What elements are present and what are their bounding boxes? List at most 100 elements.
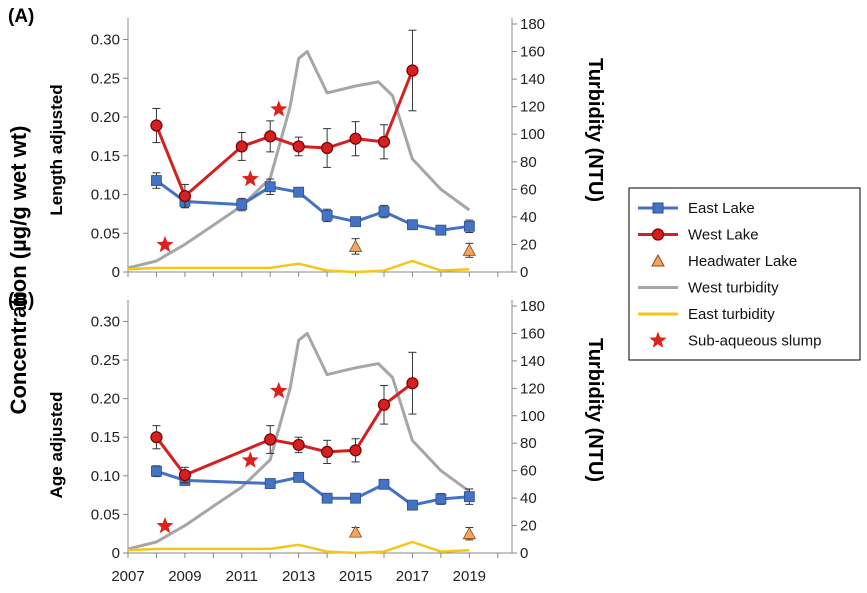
y2-tick-label: 80 <box>520 435 537 452</box>
east-lake-point <box>151 175 162 186</box>
y2-tick-label: 140 <box>520 71 545 88</box>
headwater-lake-point <box>348 525 363 538</box>
legend-label: East turbidity <box>688 306 775 323</box>
x-tick-label: 2009 <box>168 568 201 585</box>
slump-star <box>156 235 174 253</box>
x-tick-label: 2011 <box>226 568 258 585</box>
west-lake-point <box>377 398 391 411</box>
y-tick-label: 0.20 <box>91 391 120 408</box>
west-lake-point <box>235 140 248 153</box>
y-tick-label: 0 <box>112 264 120 281</box>
slump-star <box>241 451 259 468</box>
y-tick-label: 0.20 <box>91 109 120 126</box>
panel-b-y2-label: Turbidity (NTU) <box>584 338 606 482</box>
panel-b-label: (B) <box>8 290 34 311</box>
y2-tick-label: 180 <box>520 16 545 33</box>
west-lake-point <box>150 119 163 132</box>
y2-tick-label: 60 <box>520 181 537 198</box>
east-turbidity-line <box>127 259 470 274</box>
panel-a-label: (A) <box>8 6 34 27</box>
east-lake-point <box>350 492 361 504</box>
y2-tick-label: 0 <box>520 264 528 281</box>
headwater-lake-point <box>462 526 477 540</box>
legend-headwater-marker <box>651 253 665 267</box>
slump-star <box>270 100 288 117</box>
slump-star <box>241 170 259 187</box>
east-lake-point <box>435 493 447 505</box>
y-tick-label: 0.30 <box>91 32 120 49</box>
y-tick-label: 0.25 <box>91 352 120 369</box>
panel-a-y-label: Length adjusted <box>47 84 66 215</box>
y2-tick-label: 0 <box>520 545 528 562</box>
y2-tick-label: 160 <box>520 44 545 61</box>
east-lake-point <box>321 210 333 221</box>
west-lake-line <box>155 382 414 477</box>
y-tick-label: 0.25 <box>91 70 120 87</box>
y2-tick-label: 60 <box>520 463 537 480</box>
west-lake-line <box>155 69 414 199</box>
west-lake-point <box>321 141 334 155</box>
y2-tick-label: 180 <box>520 298 545 315</box>
y2-tick-label: 40 <box>520 490 537 507</box>
west-lake-point <box>349 444 362 457</box>
legend-label: West turbidity <box>688 280 779 297</box>
y2-tick-label: 120 <box>520 380 545 397</box>
west-lake-point <box>292 140 305 153</box>
x-tick-label: 2007 <box>111 568 144 585</box>
east-lake-point <box>463 220 475 232</box>
west-lake-point <box>321 445 334 458</box>
east-lake-point <box>378 206 390 217</box>
east-lake-point <box>293 471 305 483</box>
west-lake-point <box>377 135 391 148</box>
legend-west-marker <box>651 228 665 241</box>
east-lake-point <box>264 478 276 489</box>
east-lake-point <box>435 224 447 236</box>
y2-tick-label: 20 <box>520 518 537 535</box>
legend-label: East Lake <box>688 200 755 217</box>
x-tick-label: 2017 <box>396 568 429 585</box>
west-lake-point <box>178 189 191 203</box>
panel-b: (B) Age adjusted Turbidity (NTU) 0 0.05 0.… <box>8 290 606 562</box>
legend-label: Sub-aqueous slump <box>688 333 821 350</box>
west-lake-point <box>264 130 277 143</box>
x-tick-label: 2015 <box>339 568 372 585</box>
x-tick-label: 2019 <box>453 568 486 585</box>
y-tick-label: 0.15 <box>91 148 120 165</box>
x-axis-ticks: 2007 2009 2011 2013 2015 2017 2019 <box>111 568 486 585</box>
y-tick-label: 0.10 <box>91 187 120 204</box>
legend-slump-marker <box>649 331 667 348</box>
slump-star <box>270 381 288 399</box>
east-lake-line <box>155 469 470 507</box>
headwater-lake-point <box>462 243 477 256</box>
east-lake-point <box>264 181 276 193</box>
east-lake-point <box>407 499 418 511</box>
legend-east-marker <box>652 202 664 214</box>
y-tick-label: 0.30 <box>91 313 120 330</box>
y2-tick-label: 160 <box>520 325 545 342</box>
y2-tick-label: 100 <box>520 408 545 425</box>
west-lake-point <box>406 64 419 77</box>
east-turbidity-line <box>127 540 470 555</box>
y-tick-label: 0.15 <box>91 429 120 446</box>
y-tick-label: 0 <box>112 545 120 562</box>
east-lake-point <box>463 491 475 503</box>
y-tick-label: 0.05 <box>91 506 120 523</box>
east-lake-point <box>321 492 333 504</box>
east-lake-point <box>151 465 162 477</box>
legend-label: Headwater Lake <box>688 253 797 270</box>
y2-tick-label: 80 <box>520 154 537 171</box>
y2-tick-label: 40 <box>520 209 537 226</box>
y2-tick-label: 100 <box>520 126 545 143</box>
headwater-lake-point <box>348 239 363 252</box>
east-lake-point <box>378 478 390 490</box>
x-tick-label: 2013 <box>282 568 315 585</box>
panel-a-y2-label: Turbidity (NTU) <box>584 58 606 202</box>
slump-star <box>156 517 174 534</box>
legend-box <box>628 187 861 361</box>
shared-y-label: Concentration (µg/g wet wt) <box>6 126 31 415</box>
y-tick-label: 0.05 <box>91 225 120 242</box>
y2-tick-label: 120 <box>520 99 545 116</box>
y-tick-label: 0.10 <box>91 468 120 485</box>
west-lake-point <box>406 377 419 390</box>
